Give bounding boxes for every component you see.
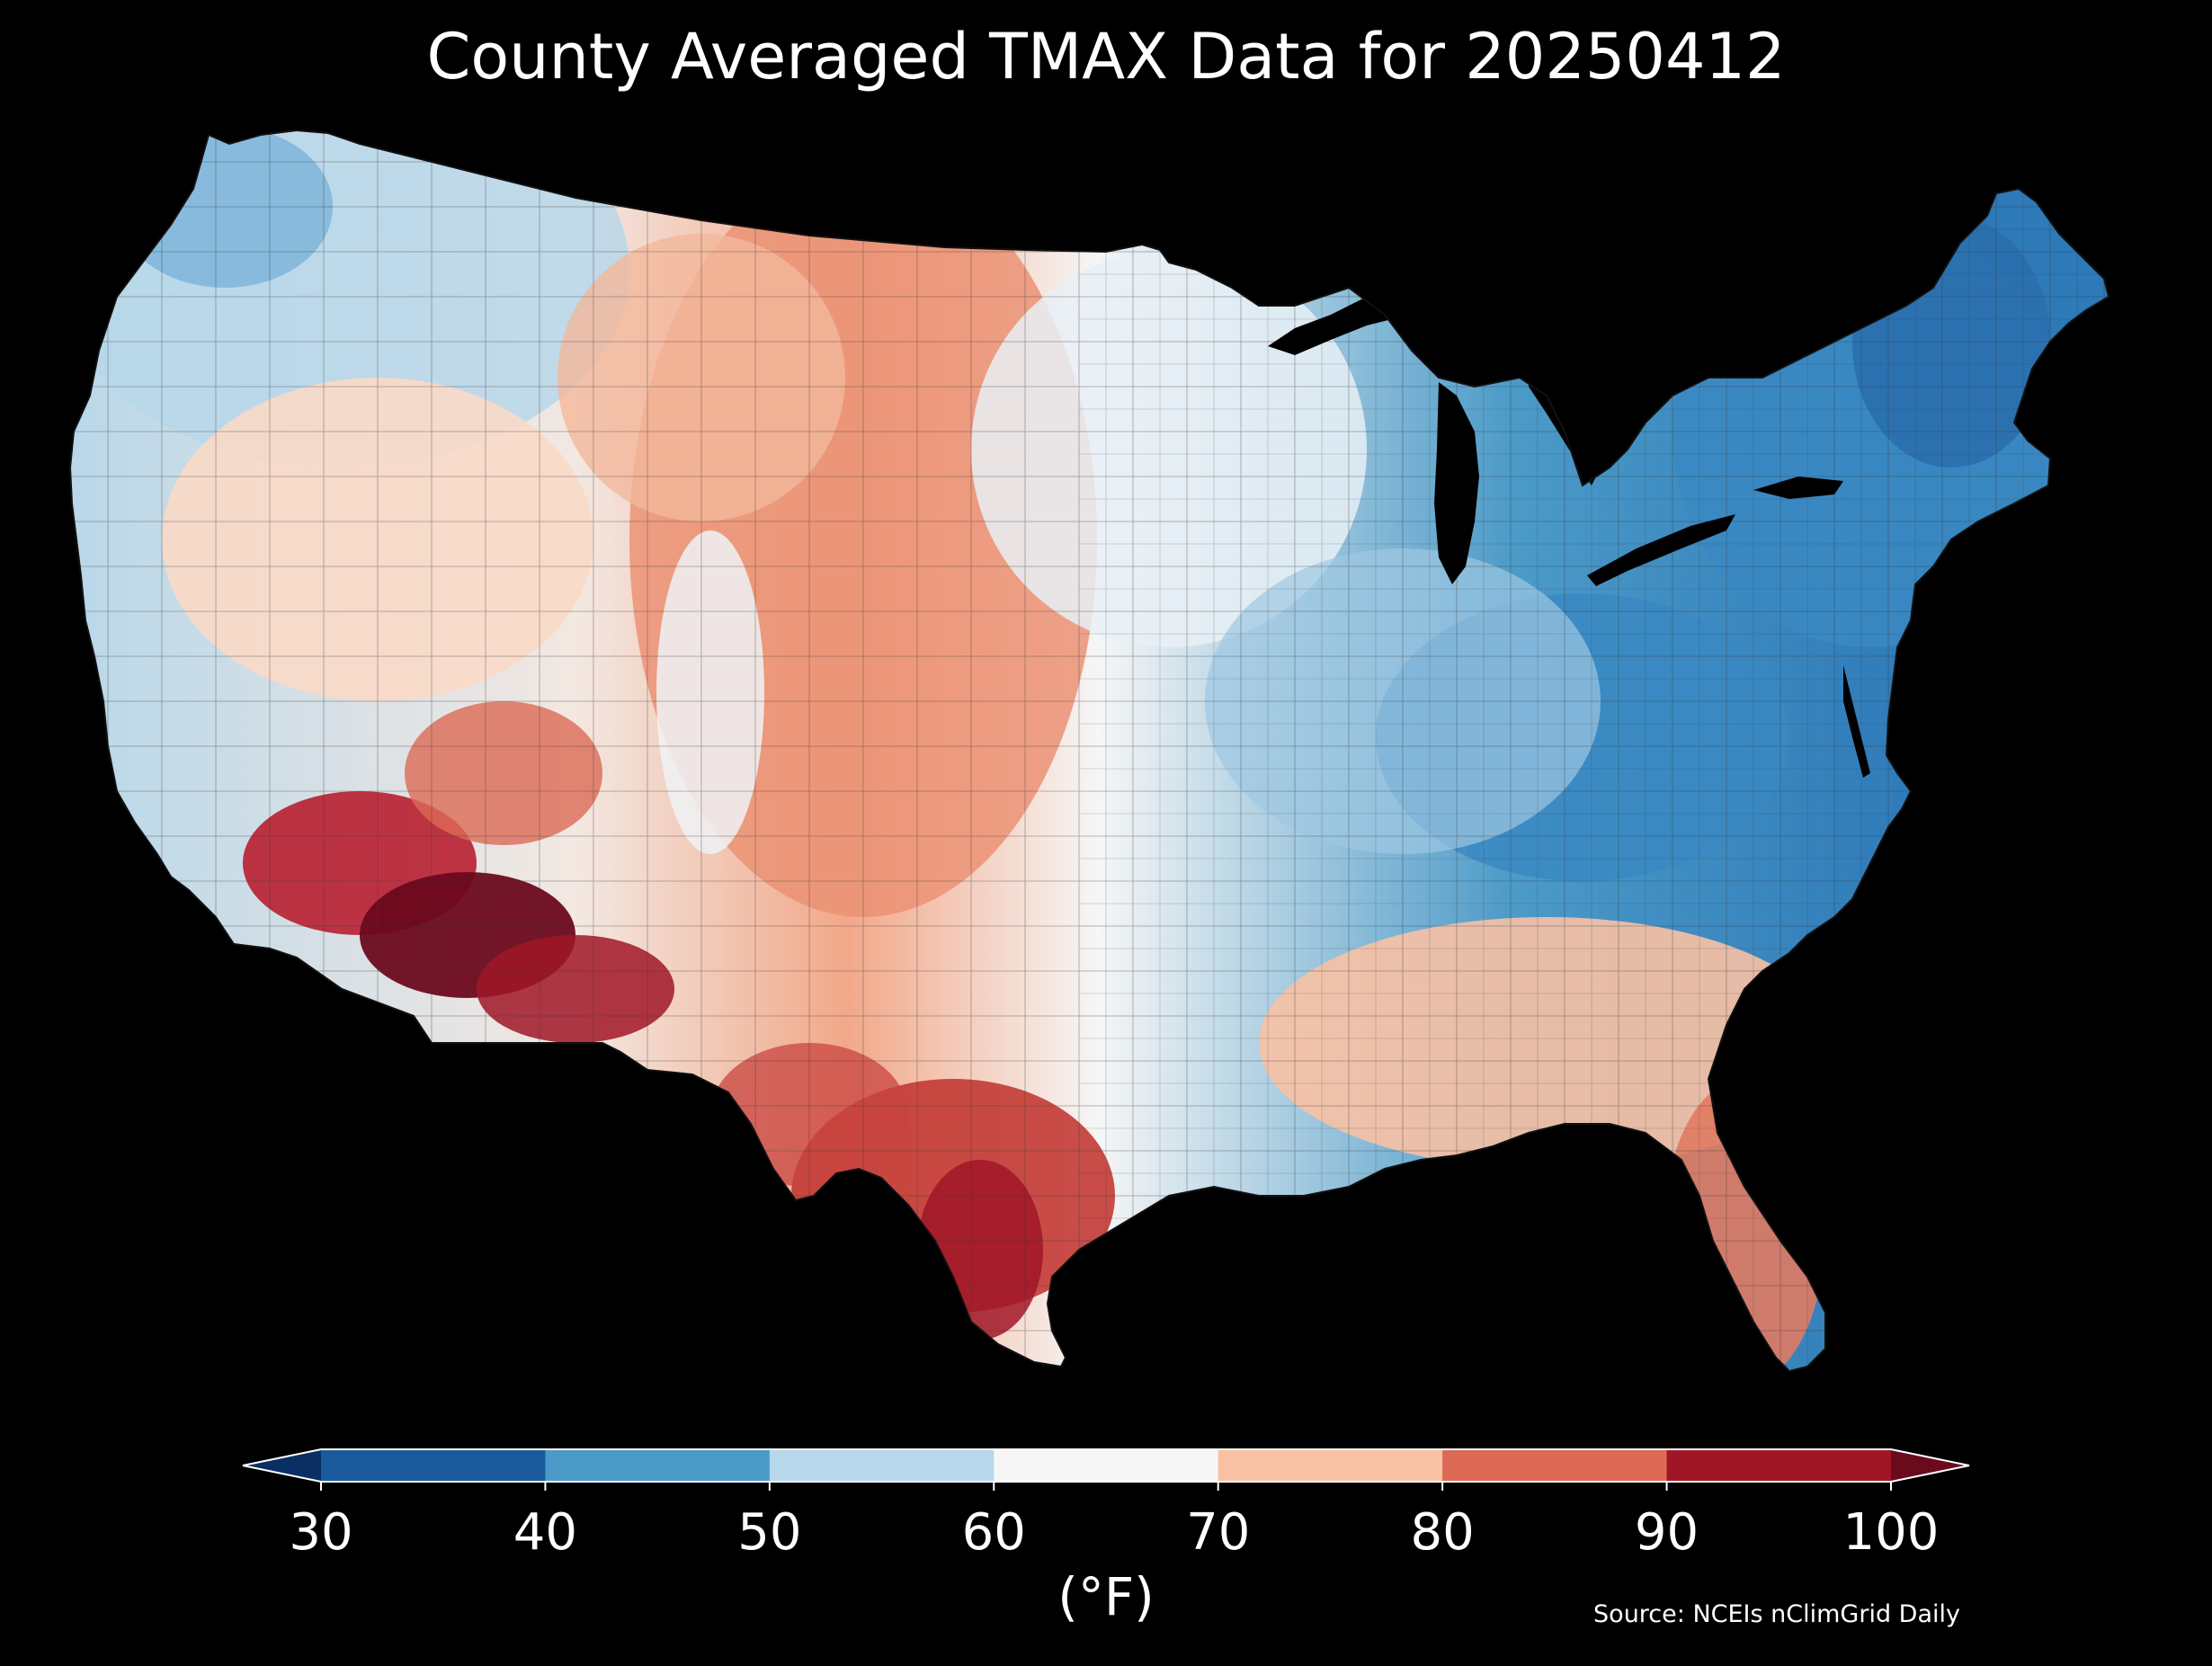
colorbar-tick-label: 70	[1186, 1503, 1251, 1562]
region-rio-grande-hot	[917, 1160, 1043, 1340]
source-note: Source: NCEIs nClimGrid Daily	[1593, 1600, 1960, 1628]
colorbar-extend-over	[1891, 1449, 1969, 1482]
colorbar-bin	[1217, 1449, 1443, 1482]
region-colorado-rockies	[656, 530, 764, 854]
region-nm-hot	[477, 935, 674, 1043]
colorbar-bin	[1666, 1449, 1892, 1482]
colorbar-extend-under	[243, 1449, 321, 1482]
region-az-north-warm	[405, 701, 602, 845]
colorbar	[242, 1448, 1970, 1491]
lake-ontario	[1753, 477, 1843, 499]
colorbar-tick-label: 30	[289, 1503, 353, 1562]
colorbar-bin	[1442, 1449, 1668, 1482]
colorbar-tick-label: 80	[1410, 1503, 1475, 1562]
colorbar-tick-label: 60	[961, 1503, 1026, 1562]
region-southeast-warm	[1259, 917, 1834, 1169]
conus-choropleth	[70, 130, 2109, 1371]
colorbar-bin	[545, 1449, 771, 1482]
colorbar-tick-label: 90	[1634, 1503, 1699, 1562]
colorbar-tick-label: 40	[513, 1503, 578, 1562]
colorbar-bin	[321, 1449, 546, 1482]
colorbar-bin	[769, 1449, 995, 1482]
lake-michigan	[1434, 382, 1479, 584]
chesapeake-bay	[1843, 665, 1870, 778]
region-montana-warm	[557, 234, 845, 521]
map-title: County Averaged TMAX Data for 20250412	[426, 20, 1786, 94]
region-great-basin	[162, 378, 593, 701]
colorbar-tick-label: 100	[1842, 1503, 1940, 1562]
conus-outline	[68, 129, 2110, 1373]
colorbar-bin	[994, 1449, 1219, 1482]
colorbar-unit-label: (°F)	[1057, 1566, 1155, 1627]
region-florida-warm	[1663, 1079, 1825, 1371]
lake-erie	[1587, 514, 1735, 586]
region-upper-midwest	[971, 252, 1367, 647]
region-midwest-cool	[1205, 548, 1601, 854]
colorbar-tick-label: 50	[737, 1503, 802, 1562]
